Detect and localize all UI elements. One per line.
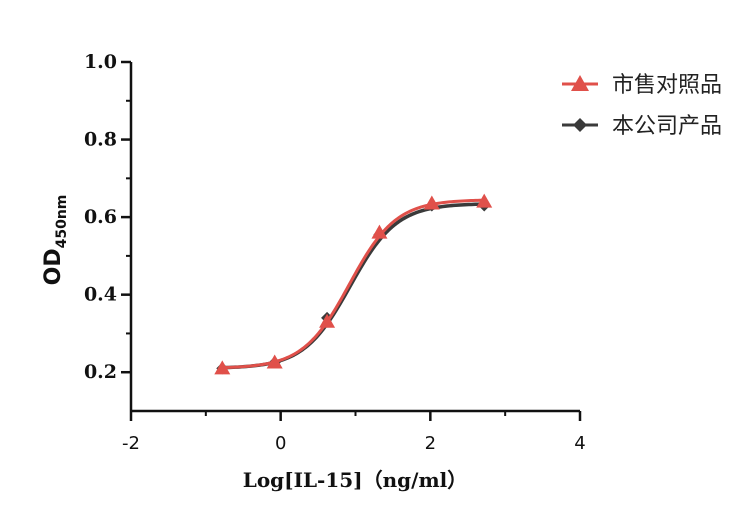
x-tick-label: -2 [122, 433, 140, 454]
y-tick-label: 0.2 [84, 361, 117, 383]
legend-diamond-marker-icon [573, 118, 587, 132]
data-point-reference [319, 313, 336, 328]
fit-curve-product [222, 202, 485, 370]
y-axis-label: OD450nm [41, 195, 70, 286]
y-axis-label-subscript: 450nm [54, 195, 70, 249]
legend-label-product: 本公司产品 [612, 114, 722, 139]
legend-triangle-marker-icon [571, 75, 589, 91]
data-point-reference [423, 195, 440, 210]
y-tick-label: 1.0 [84, 51, 117, 73]
data-point-reference [214, 360, 231, 375]
legend-label-reference: 市售对照品 [612, 73, 722, 98]
y-tick-label: 0.8 [84, 129, 117, 151]
x-tick-label: 4 [574, 433, 585, 454]
legend: 市售对照品 本公司产品 [562, 73, 722, 139]
y-tick-label: 0.4 [84, 284, 117, 306]
data-point-reference [476, 193, 493, 208]
fit-curve-reference [222, 198, 485, 370]
x-tick-label: 0 [275, 433, 286, 454]
y-tick-label: 0.6 [84, 206, 117, 228]
x-tick-label: 2 [425, 433, 436, 454]
data-point-reference [266, 354, 283, 369]
data-point-reference [371, 224, 388, 239]
y-axis-label-main: OD [41, 248, 66, 285]
x-axis-label: Log[IL-15]（ng/ml） [243, 468, 467, 492]
